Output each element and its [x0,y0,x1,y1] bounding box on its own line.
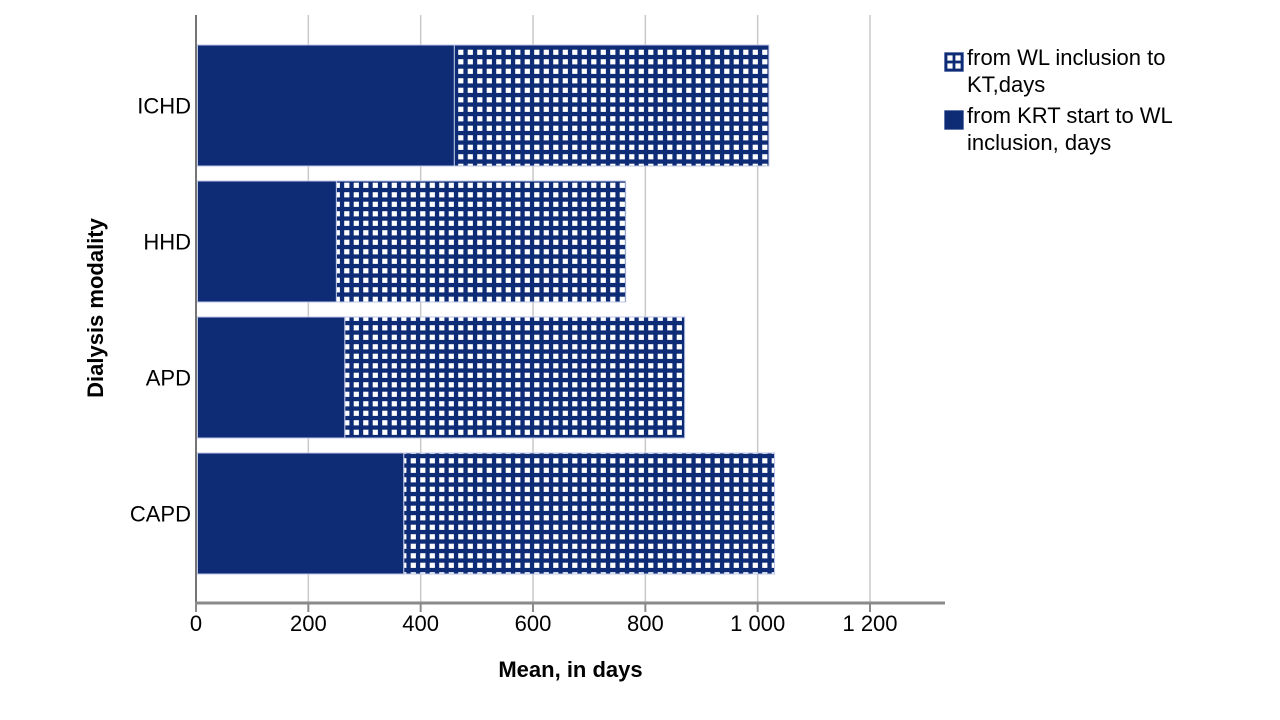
bar-ichd-solid-segment [197,44,455,167]
legend-item-wl-to-kt: from WL inclusion to KT,days [944,44,1173,98]
bar-capd-solid-segment [197,452,405,575]
legend-label-line: KT,days [967,72,1046,97]
bars [197,44,776,575]
axes [195,15,945,605]
legend: from WL inclusion to KT,days from KRT st… [944,44,1173,156]
x-tick-label: 1 000 [730,611,785,636]
bar-apd-checker-segment [344,316,686,439]
legend-label-line: inclusion, days [967,130,1112,155]
legend-label-wl-to-kt: from WL inclusion to KT,days [967,44,1165,98]
x-axis-title: Mean, in days [498,657,643,682]
bar-apd-solid-segment [197,316,346,439]
x-tick-label: 200 [290,611,327,636]
category-label-capd: CAPD [130,502,191,527]
legend-item-krt-to-wl: from KRT start to WL inclusion, days [944,102,1173,156]
y-axis-title: Dialysis modality [83,218,108,398]
legend-label-line: from WL inclusion to [967,45,1166,70]
legend-label-line: from KRT start to WL [967,103,1173,128]
x-tick-label: 800 [627,611,664,636]
x-tick-label: 0 [190,611,202,636]
y-category-labels: ICHD HHD APD CAPD [130,94,191,527]
category-label-apd: APD [146,366,191,391]
solid-swatch-icon [944,110,964,130]
category-label-hhd: HHD [143,230,191,255]
bar-hhd-solid-segment [197,180,337,303]
x-tick-labels: 0 200 400 600 800 1 000 1 200 [190,604,898,636]
category-label-ichd: ICHD [137,94,191,119]
checkerboard-swatch-icon [944,52,964,72]
bar-ichd-checker-segment [453,44,770,167]
x-tick-label: 400 [402,611,439,636]
x-tick-label: 1 200 [842,611,897,636]
bar-hhd-checker-segment [335,180,627,303]
legend-label-krt-to-wl: from KRT start to WL inclusion, days [967,102,1173,156]
bar-capd-checker-segment [403,452,776,575]
x-tick-label: 600 [515,611,552,636]
